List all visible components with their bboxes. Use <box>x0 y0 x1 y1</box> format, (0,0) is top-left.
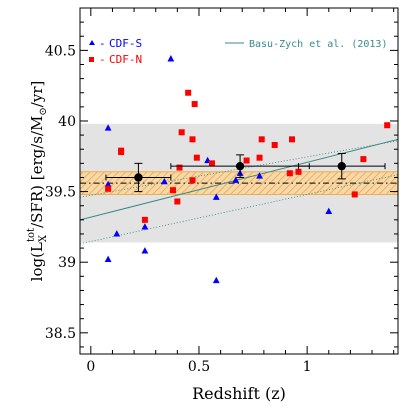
cdfs-point-1 <box>104 180 112 188</box>
cdfn-point-8 <box>185 89 192 96</box>
cdfn-point-11 <box>191 101 198 108</box>
basu-zych-relation <box>80 138 398 245</box>
cdfn-point-14 <box>243 157 250 164</box>
x-axis-ticks: 0 0.5 1 <box>86 8 395 375</box>
cdfs-point-9 <box>212 193 220 200</box>
y-label-sup: tot <box>26 228 37 242</box>
cdfs-point-4 <box>141 223 149 230</box>
cdfs-point-7 <box>167 55 175 62</box>
y-axis-label: log(LXtot/SFR) [erg/s/M⊙/yr] <box>26 81 49 282</box>
cdfn-point-15 <box>256 154 263 161</box>
binned-mean-2-marker <box>337 161 346 171</box>
cdfn-point-18 <box>286 170 293 177</box>
cdfn-point-4 <box>170 187 177 194</box>
cdfn-point-13 <box>208 160 215 167</box>
cdfn-point-0 <box>105 185 112 192</box>
cdfs-point-2 <box>104 255 112 262</box>
cdfn-point-22 <box>360 156 367 163</box>
x-axis-label: Redshift (z) <box>192 384 286 403</box>
cdfn-point-7 <box>178 129 185 136</box>
y-axis-ticks: 38.5 39 39.5 40 40.5 <box>45 7 398 348</box>
legend-basu-zych: Basu-Zych et al. (2013) <box>225 39 387 50</box>
x-tick-label-0: 0 <box>86 359 95 375</box>
cdfn-point-12 <box>193 154 200 161</box>
cdfs-point-14 <box>325 207 333 214</box>
y-tick-label-1: 39 <box>58 255 76 271</box>
y-label-sub: X <box>38 234 49 242</box>
cdfs-point-13 <box>256 172 263 179</box>
legend-cdfn: - CDF-N <box>89 53 142 66</box>
legend-cdfs-marker <box>89 40 95 45</box>
bands-layer <box>80 123 398 243</box>
binned-mean-0-marker <box>134 173 143 182</box>
legend-cdfn-label: CDF-N <box>109 53 142 66</box>
legend-cdfs-label: CDF-S <box>109 37 142 50</box>
legend-cdfn-marker <box>89 57 94 62</box>
y-label-sun: ⊙ <box>38 107 49 115</box>
cdfn-point-2 <box>118 149 125 156</box>
legend-basu-zych-label: Basu-Zych et al. (2013) <box>249 39 387 50</box>
binned-mean-1 <box>170 154 310 178</box>
cdfs-point-10 <box>212 276 220 284</box>
cdfn-point-19 <box>289 136 295 143</box>
binned-mean-0 <box>105 162 172 193</box>
cdfn-point-6 <box>176 164 183 171</box>
cdfs-point-6 <box>160 177 168 185</box>
cdfs-point-11 <box>232 176 240 183</box>
cdfn-point-16 <box>258 136 265 143</box>
x-tick-label-2: 1 <box>303 359 312 375</box>
y-label-post: /yr] <box>28 81 46 108</box>
cdfn-point-21 <box>351 191 358 198</box>
cdfn-point-5 <box>174 198 181 205</box>
binned-mean-2 <box>297 152 386 180</box>
cdfn-point-3 <box>141 216 148 223</box>
legend-cdfs: - CDF-S <box>89 37 142 50</box>
y-tick-label-3: 40 <box>58 114 76 130</box>
y-tick-label-2: 39.5 <box>45 185 76 201</box>
legend-cdfs-dash: - <box>99 37 106 50</box>
cdfn-point-10 <box>189 177 196 184</box>
binned-means <box>105 152 386 193</box>
plot-frame <box>79 7 399 355</box>
y-label-pre: log(L <box>28 242 46 281</box>
cdfn-point-17 <box>271 141 278 148</box>
svg-text:log(LXtot/SFR) [erg/s/M⊙/yr]: log(LXtot/SFR) [erg/s/M⊙/yr] <box>26 81 49 282</box>
binned-mean-1-marker <box>235 161 245 171</box>
cdfn-point-23 <box>384 122 391 129</box>
cdfn-point-9 <box>189 136 196 143</box>
cdfs-point-5 <box>141 247 149 254</box>
x-tick-label-1: 0.5 <box>188 359 210 375</box>
cdfn-point-20 <box>295 168 302 175</box>
data-points <box>104 55 391 284</box>
y-tick-label-0: 38.5 <box>45 326 76 342</box>
y-label-mid: /SFR) [erg/s/M <box>28 116 46 228</box>
legend: - CDF-S - CDF-N Basu-Zych et al. (2013) <box>89 37 387 66</box>
basu-zych-line <box>80 138 398 221</box>
cdfs-point-3 <box>113 230 121 237</box>
cdfs-point-0 <box>104 124 112 131</box>
basu-zych-lower-bound <box>80 174 398 245</box>
y-tick-label-4: 40.5 <box>45 43 76 59</box>
legend-cdfn-dash: - <box>99 53 106 66</box>
